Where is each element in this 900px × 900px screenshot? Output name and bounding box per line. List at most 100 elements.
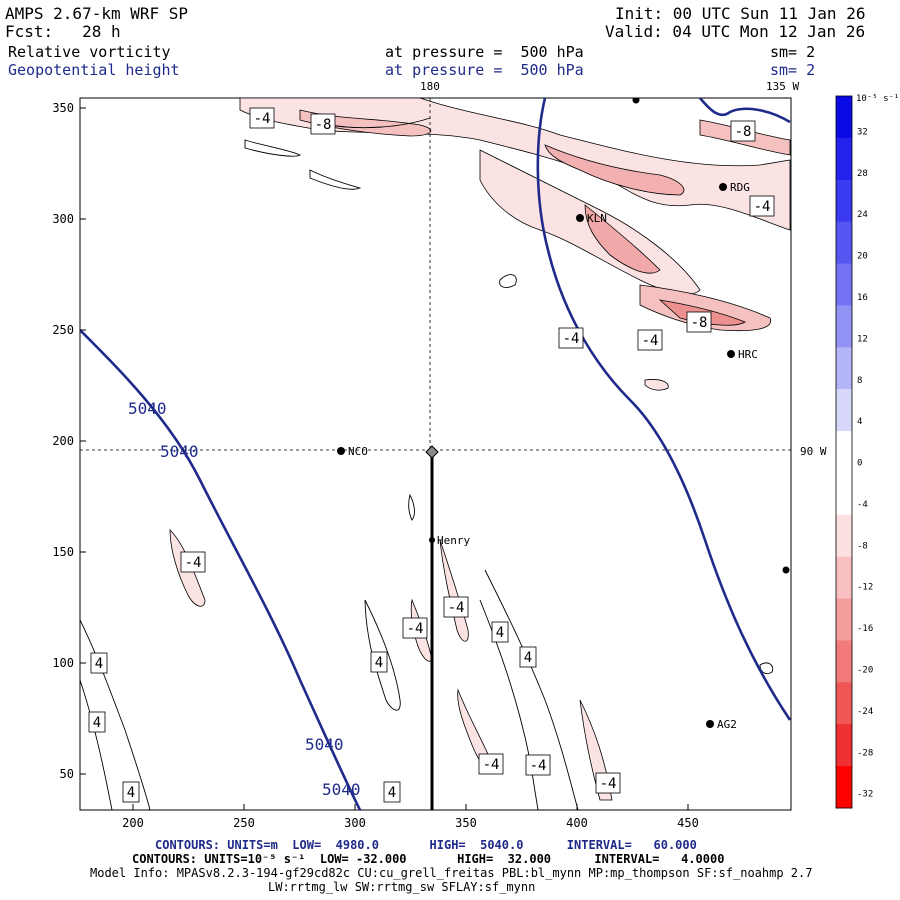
field2-level: at pressure = 500 hPa <box>385 61 584 79</box>
vorticity-label: -4 <box>407 621 424 637</box>
x-tick-label: 400 <box>566 816 588 830</box>
colorbar-segment <box>836 724 852 767</box>
vorticity-label: -4 <box>483 757 500 773</box>
vorticity-label-box <box>249 107 275 129</box>
colorbar-label: -24 <box>857 707 873 717</box>
y-tick-label: 100 <box>52 656 74 670</box>
colorbar-label: -4 <box>857 500 868 510</box>
colorbar-segment <box>836 221 852 265</box>
x-tick-label: 200 <box>122 816 144 830</box>
station-marker <box>782 566 790 574</box>
lon-180-label: 180 <box>420 80 440 93</box>
station-marker <box>719 183 727 191</box>
colorbar-segment <box>836 389 852 432</box>
y-tick-label: 350 <box>52 101 74 115</box>
footer-vorticity-contours: CONTOURS: UNITS=10⁻⁵ s⁻¹ LOW= -32.000 HI… <box>132 852 725 866</box>
vorticity-label: -4 <box>754 199 771 215</box>
colorbar-label: 24 <box>857 210 868 220</box>
field1-level: at pressure = 500 hPa <box>385 43 584 61</box>
vorticity-positive-contours <box>80 117 774 810</box>
vorticity-label-box <box>749 195 775 217</box>
height-label: 5040 <box>305 735 344 754</box>
colorbar-segment <box>836 431 852 474</box>
colorbar-segment <box>836 514 852 558</box>
y-tick-label: 50 <box>60 767 74 781</box>
vorticity-label: 4 <box>496 625 504 641</box>
colorbar-label: -12 <box>857 583 873 593</box>
field2-name: Geopotential height <box>8 61 180 79</box>
vorticity-label: 4 <box>127 785 135 801</box>
vorticity-label-box <box>310 113 336 135</box>
x-tick-label: 350 <box>455 816 477 830</box>
station-label: KLN <box>587 212 607 225</box>
colorbar-segment <box>836 96 852 139</box>
vorticity-label-box <box>90 652 108 674</box>
station-marker <box>632 98 640 104</box>
footer-height-contours: CONTOURS: UNITS=m LOW= 4980.0 HIGH= 5040… <box>155 838 697 852</box>
colorbar-label: -28 <box>857 748 873 758</box>
colorbar-label: 16 <box>857 293 868 303</box>
vorticity-label-box <box>443 596 469 618</box>
vorticity-label: 4 <box>388 785 396 801</box>
vorticity-label: -8 <box>691 315 708 331</box>
y-tick-label: 300 <box>52 212 74 226</box>
vorticity-label: -8 <box>735 124 752 140</box>
vorticity-label: -8 <box>315 117 332 133</box>
stations: NCO Henry RDG KLN HRC AG2 <box>337 98 790 731</box>
y-tick-label: 200 <box>52 434 74 448</box>
vorticity-label-box <box>402 617 428 639</box>
vorticity-label-box <box>88 711 106 733</box>
vorticity-label-box <box>122 781 140 803</box>
vorticity-label: 4 <box>524 650 532 666</box>
height-label: 5040 <box>128 399 167 418</box>
station-label: RDG <box>730 181 750 194</box>
colorbar-label: 0 <box>857 459 862 469</box>
vorticity-label: -4 <box>448 600 465 616</box>
station-marker <box>576 214 584 222</box>
vorticity-label-box <box>558 327 584 349</box>
vorticity-label-box <box>525 754 551 776</box>
station-marker <box>727 350 735 358</box>
vorticity-label: 4 <box>93 715 101 731</box>
vorticity-labels: -4 -8 -8 -4 -4 -4 -8 -4 -4 -4 -4 -4 -4 4 4 4 4 4 4 4 <box>88 107 775 803</box>
vorticity-label-box <box>519 646 537 668</box>
vorticity-label: -4 <box>642 333 659 349</box>
colorbar-segment <box>836 682 852 725</box>
vorticity-label-box <box>491 621 509 643</box>
colorbar-label: 8 <box>857 376 862 386</box>
height-label: 5040 <box>322 780 361 799</box>
colorbar-segment <box>836 472 852 516</box>
colorbar-segment <box>836 305 852 348</box>
field1-smoothing: sm= 2 <box>770 43 816 61</box>
station-marker <box>706 720 714 728</box>
x-tick-label: 450 <box>677 816 699 830</box>
y-tick-label: 250 <box>52 323 74 337</box>
vorticity-label: -4 <box>254 111 271 127</box>
colorbar-label: -32 <box>857 790 873 800</box>
station-label: Henry <box>437 534 470 547</box>
lon-90w-label: 90 W <box>800 445 827 458</box>
colorbar-segment <box>836 598 852 641</box>
vorticity-label-box <box>370 651 388 673</box>
vorticity-label: 4 <box>375 655 383 671</box>
station-marker <box>337 447 345 455</box>
vorticity-label: -4 <box>563 331 580 347</box>
vorticity-label-box <box>730 120 756 142</box>
valid-time: Valid: 04 UTC Mon 12 Jan 26 <box>605 22 866 41</box>
height-contours <box>80 98 791 810</box>
footer-model-info: Model Info: MPASv8.2.3-194-gf29cd82c CU:… <box>90 866 813 880</box>
vorticity-label: -4 <box>600 776 617 792</box>
vorticity-label-box <box>686 311 712 333</box>
vorticity-label: 4 <box>95 656 103 672</box>
vorticity-label-box <box>637 329 663 351</box>
lon-135w-label: 135 W <box>766 80 799 93</box>
height-labels: 5040 5040 5040 5040 <box>128 399 361 799</box>
y-tick-label: 150 <box>52 545 74 559</box>
vorticity-label-box <box>478 753 504 775</box>
colorbar-segment <box>836 640 852 683</box>
footer-model-info-2: LW:rrtmg_lw SW:rrtmg_sw SFLAY:sf_mynn <box>268 880 536 894</box>
colorbar-units: 10⁻⁵ s⁻¹ <box>856 94 899 104</box>
colorbar-label: -8 <box>857 541 868 551</box>
colorbar-label: 20 <box>857 252 868 262</box>
colorbar-label: -16 <box>857 624 873 634</box>
